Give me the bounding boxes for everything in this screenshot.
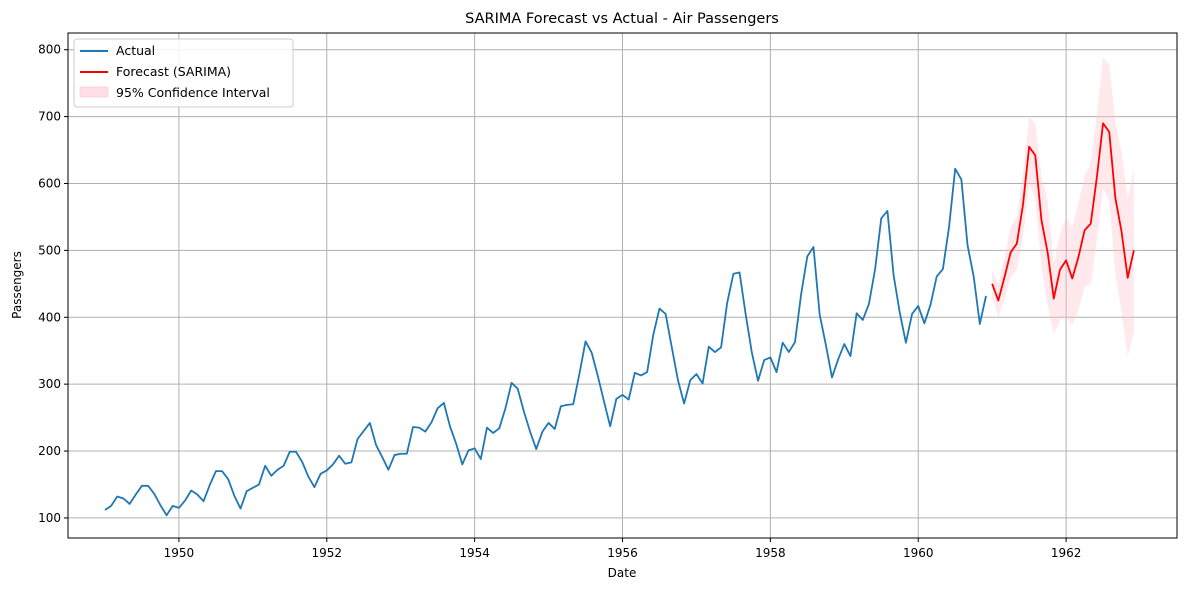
legend-label-ci: 95% Confidence Interval [116, 85, 270, 100]
y-tick-label: 400 [38, 310, 61, 324]
y-tick-label: 200 [38, 444, 61, 458]
x-tick-label: 1960 [903, 546, 934, 560]
x-tick-label: 1952 [311, 546, 342, 560]
y-tick-label: 500 [38, 243, 61, 257]
y-tick-label: 600 [38, 176, 61, 190]
y-tick-label: 800 [38, 43, 61, 57]
legend-label-forecast: Forecast (SARIMA) [116, 64, 231, 79]
forecast-series-line [991, 122, 1135, 302]
confidence-interval-band [992, 57, 1134, 357]
x-axis-ticks: 1950 1952 1954 1956 1958 1960 1962 [164, 538, 1082, 560]
actual-series-line [104, 167, 987, 517]
y-axis-ticks: 100 200 300 400 500 600 700 800 [38, 43, 68, 525]
x-tick-label: 1950 [164, 546, 195, 560]
series-layer [104, 122, 1135, 517]
x-tick-label: 1956 [607, 546, 638, 560]
chart-title: SARIMA Forecast vs Actual - Air Passenge… [465, 11, 779, 27]
y-tick-label: 700 [38, 110, 61, 124]
confidence-interval-layer [992, 57, 1134, 357]
legend-swatch-ci [79, 86, 109, 98]
y-axis-label: Passengers [10, 251, 24, 319]
legend-label-actual: Actual [116, 43, 155, 58]
y-tick-label: 300 [38, 377, 61, 391]
x-tick-label: 1962 [1051, 546, 1082, 560]
x-tick-label: 1958 [755, 546, 786, 560]
legend-box [73, 38, 294, 108]
grid-lines [68, 33, 1177, 538]
x-axis-label: Date [608, 566, 637, 580]
x-tick-label: 1954 [459, 546, 490, 560]
legend: Actual Forecast (SARIMA) 95% Confidence … [73, 38, 294, 108]
y-tick-label: 100 [38, 511, 61, 525]
